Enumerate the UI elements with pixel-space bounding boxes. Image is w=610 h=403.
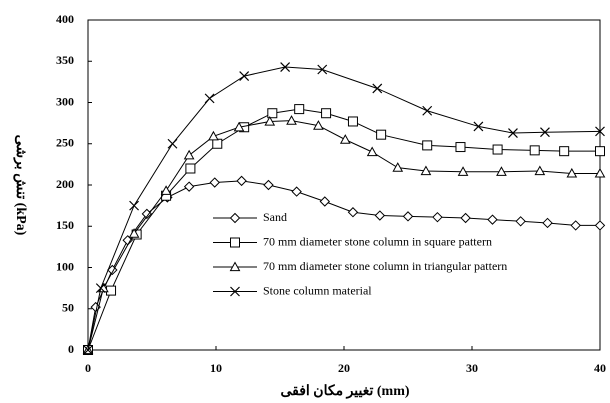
marker bbox=[313, 120, 324, 130]
marker bbox=[185, 163, 196, 174]
marker bbox=[457, 166, 469, 176]
marker bbox=[83, 345, 93, 355]
marker bbox=[280, 62, 291, 72]
marker bbox=[420, 165, 432, 176]
legend-marker bbox=[229, 261, 241, 272]
marker bbox=[106, 285, 117, 296]
legend-label: Sand bbox=[263, 210, 287, 224]
marker bbox=[392, 162, 404, 172]
marker bbox=[372, 83, 383, 94]
y-tick-label: 350 bbox=[56, 53, 74, 67]
y-tick-label: 50 bbox=[62, 301, 74, 315]
y-tick-label: 400 bbox=[56, 12, 74, 26]
marker bbox=[366, 146, 378, 157]
marker bbox=[460, 212, 471, 224]
marker bbox=[204, 93, 215, 104]
plot-frame bbox=[87, 19, 601, 351]
legend-label: 70 mm diameter stone column in square pa… bbox=[263, 234, 492, 248]
marker bbox=[236, 175, 247, 187]
legend-marker bbox=[229, 212, 241, 224]
marker bbox=[376, 129, 387, 140]
marker bbox=[492, 144, 503, 155]
x-tick-label: 0 bbox=[85, 361, 91, 375]
legend-marker bbox=[230, 237, 240, 248]
marker bbox=[542, 217, 553, 229]
marker bbox=[347, 207, 359, 218]
marker bbox=[291, 186, 302, 197]
x-tick-label: 20 bbox=[338, 361, 350, 375]
marker bbox=[595, 146, 605, 157]
marker bbox=[374, 210, 386, 221]
x-axis-title: تغییر مکان افقی (mm) bbox=[280, 383, 409, 399]
marker bbox=[402, 211, 414, 222]
x-tick-label: 10 bbox=[210, 361, 222, 375]
marker bbox=[239, 71, 250, 82]
marker bbox=[455, 142, 466, 153]
marker bbox=[339, 134, 351, 144]
marker bbox=[208, 130, 219, 141]
marker bbox=[487, 214, 498, 225]
y-tick-label: 300 bbox=[56, 94, 74, 108]
marker bbox=[529, 145, 540, 156]
marker bbox=[233, 121, 245, 132]
marker bbox=[183, 181, 195, 192]
marker bbox=[128, 228, 140, 238]
y-tick-label: 150 bbox=[56, 218, 74, 232]
marker bbox=[321, 108, 332, 119]
marker bbox=[422, 140, 433, 151]
marker bbox=[129, 200, 140, 211]
series-line bbox=[87, 66, 601, 351]
marker bbox=[566, 167, 578, 178]
y-axis-title: تنش برشی (kPa) bbox=[13, 135, 28, 236]
marker bbox=[496, 166, 507, 176]
legend-label: Stone column material bbox=[263, 283, 372, 297]
marker bbox=[286, 115, 297, 125]
marker bbox=[319, 196, 331, 207]
y-tick-label: 0 bbox=[68, 342, 74, 356]
y-tick-label: 200 bbox=[56, 177, 74, 191]
marker bbox=[508, 128, 518, 138]
marker bbox=[534, 165, 546, 176]
series-line bbox=[87, 180, 600, 351]
marker bbox=[559, 146, 570, 157]
marker bbox=[264, 115, 276, 126]
marker bbox=[95, 283, 106, 294]
y-tick-label: 100 bbox=[56, 259, 74, 273]
series-line bbox=[87, 108, 600, 351]
marker bbox=[263, 179, 274, 191]
marker bbox=[570, 220, 581, 231]
marker bbox=[167, 138, 178, 149]
legend-marker bbox=[230, 286, 240, 297]
marker bbox=[317, 64, 328, 75]
marker bbox=[160, 185, 172, 195]
marker bbox=[540, 127, 550, 138]
marker bbox=[294, 104, 305, 115]
marker bbox=[594, 167, 606, 178]
x-tick-label: 40 bbox=[594, 361, 606, 375]
y-tick-label: 250 bbox=[56, 136, 74, 150]
marker bbox=[422, 105, 433, 116]
marker bbox=[212, 138, 223, 149]
marker bbox=[267, 108, 278, 119]
marker bbox=[183, 149, 195, 160]
marker bbox=[209, 177, 220, 188]
x-tick-label: 30 bbox=[466, 361, 478, 375]
legend-label: 70 mm diameter stone column in triangula… bbox=[263, 259, 507, 273]
marker bbox=[515, 216, 526, 227]
marker bbox=[594, 220, 606, 231]
marker bbox=[473, 121, 484, 132]
marker bbox=[595, 126, 605, 137]
marker bbox=[347, 116, 358, 127]
marker bbox=[432, 211, 443, 223]
